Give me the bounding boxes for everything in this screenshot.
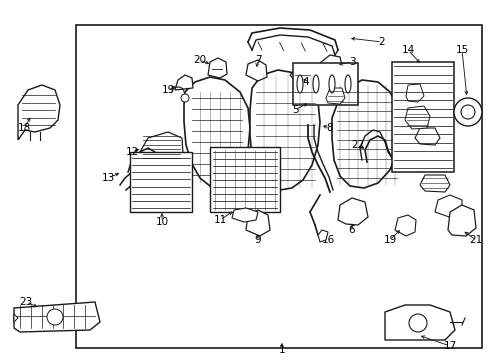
Bar <box>293 63 358 105</box>
Text: 15: 15 <box>455 45 468 55</box>
Polygon shape <box>332 80 400 188</box>
Ellipse shape <box>297 75 303 93</box>
Text: 5: 5 <box>292 105 298 115</box>
Text: 11: 11 <box>213 215 227 225</box>
Text: 9: 9 <box>255 235 261 245</box>
Polygon shape <box>435 195 462 218</box>
Text: 8: 8 <box>327 123 333 133</box>
Ellipse shape <box>329 75 335 93</box>
Polygon shape <box>338 198 368 225</box>
Text: 20: 20 <box>194 55 207 65</box>
Polygon shape <box>405 106 430 129</box>
Polygon shape <box>14 314 18 322</box>
Text: 23: 23 <box>20 297 33 307</box>
Text: 4: 4 <box>303 77 309 87</box>
Bar <box>392 62 454 172</box>
Text: 19: 19 <box>383 235 396 245</box>
Polygon shape <box>140 132 183 162</box>
Text: 14: 14 <box>401 45 415 55</box>
Polygon shape <box>18 85 60 140</box>
Text: 16: 16 <box>321 235 335 245</box>
Text: 10: 10 <box>155 217 169 227</box>
Text: 18: 18 <box>17 123 31 133</box>
Text: 6: 6 <box>349 225 355 235</box>
Polygon shape <box>232 208 258 222</box>
Circle shape <box>181 94 189 102</box>
Polygon shape <box>420 175 450 192</box>
Circle shape <box>47 309 63 325</box>
Circle shape <box>461 105 475 119</box>
Circle shape <box>454 98 482 126</box>
Circle shape <box>409 314 427 332</box>
Polygon shape <box>250 70 320 190</box>
Text: 13: 13 <box>101 173 115 183</box>
Polygon shape <box>415 128 440 145</box>
Polygon shape <box>395 215 416 236</box>
Polygon shape <box>326 88 345 104</box>
Polygon shape <box>448 205 476 236</box>
Text: 21: 21 <box>469 235 483 245</box>
Ellipse shape <box>345 75 351 93</box>
Text: 1: 1 <box>279 345 285 355</box>
Text: 17: 17 <box>443 341 457 351</box>
Bar <box>130 152 192 212</box>
Polygon shape <box>175 75 193 90</box>
Polygon shape <box>184 77 250 188</box>
Text: 7: 7 <box>255 55 261 65</box>
Text: 12: 12 <box>125 147 139 157</box>
Polygon shape <box>208 58 227 78</box>
Bar <box>76 25 482 348</box>
Bar <box>210 147 280 212</box>
Text: 3: 3 <box>349 57 355 67</box>
Polygon shape <box>290 70 316 82</box>
Text: 19: 19 <box>161 85 174 95</box>
Polygon shape <box>385 305 455 340</box>
Text: 22: 22 <box>351 140 365 150</box>
Polygon shape <box>246 60 267 81</box>
Text: 2: 2 <box>379 37 385 47</box>
Polygon shape <box>320 55 342 72</box>
Ellipse shape <box>313 75 319 93</box>
Polygon shape <box>318 230 328 242</box>
Polygon shape <box>14 302 100 332</box>
Polygon shape <box>406 84 424 102</box>
Polygon shape <box>246 210 270 236</box>
